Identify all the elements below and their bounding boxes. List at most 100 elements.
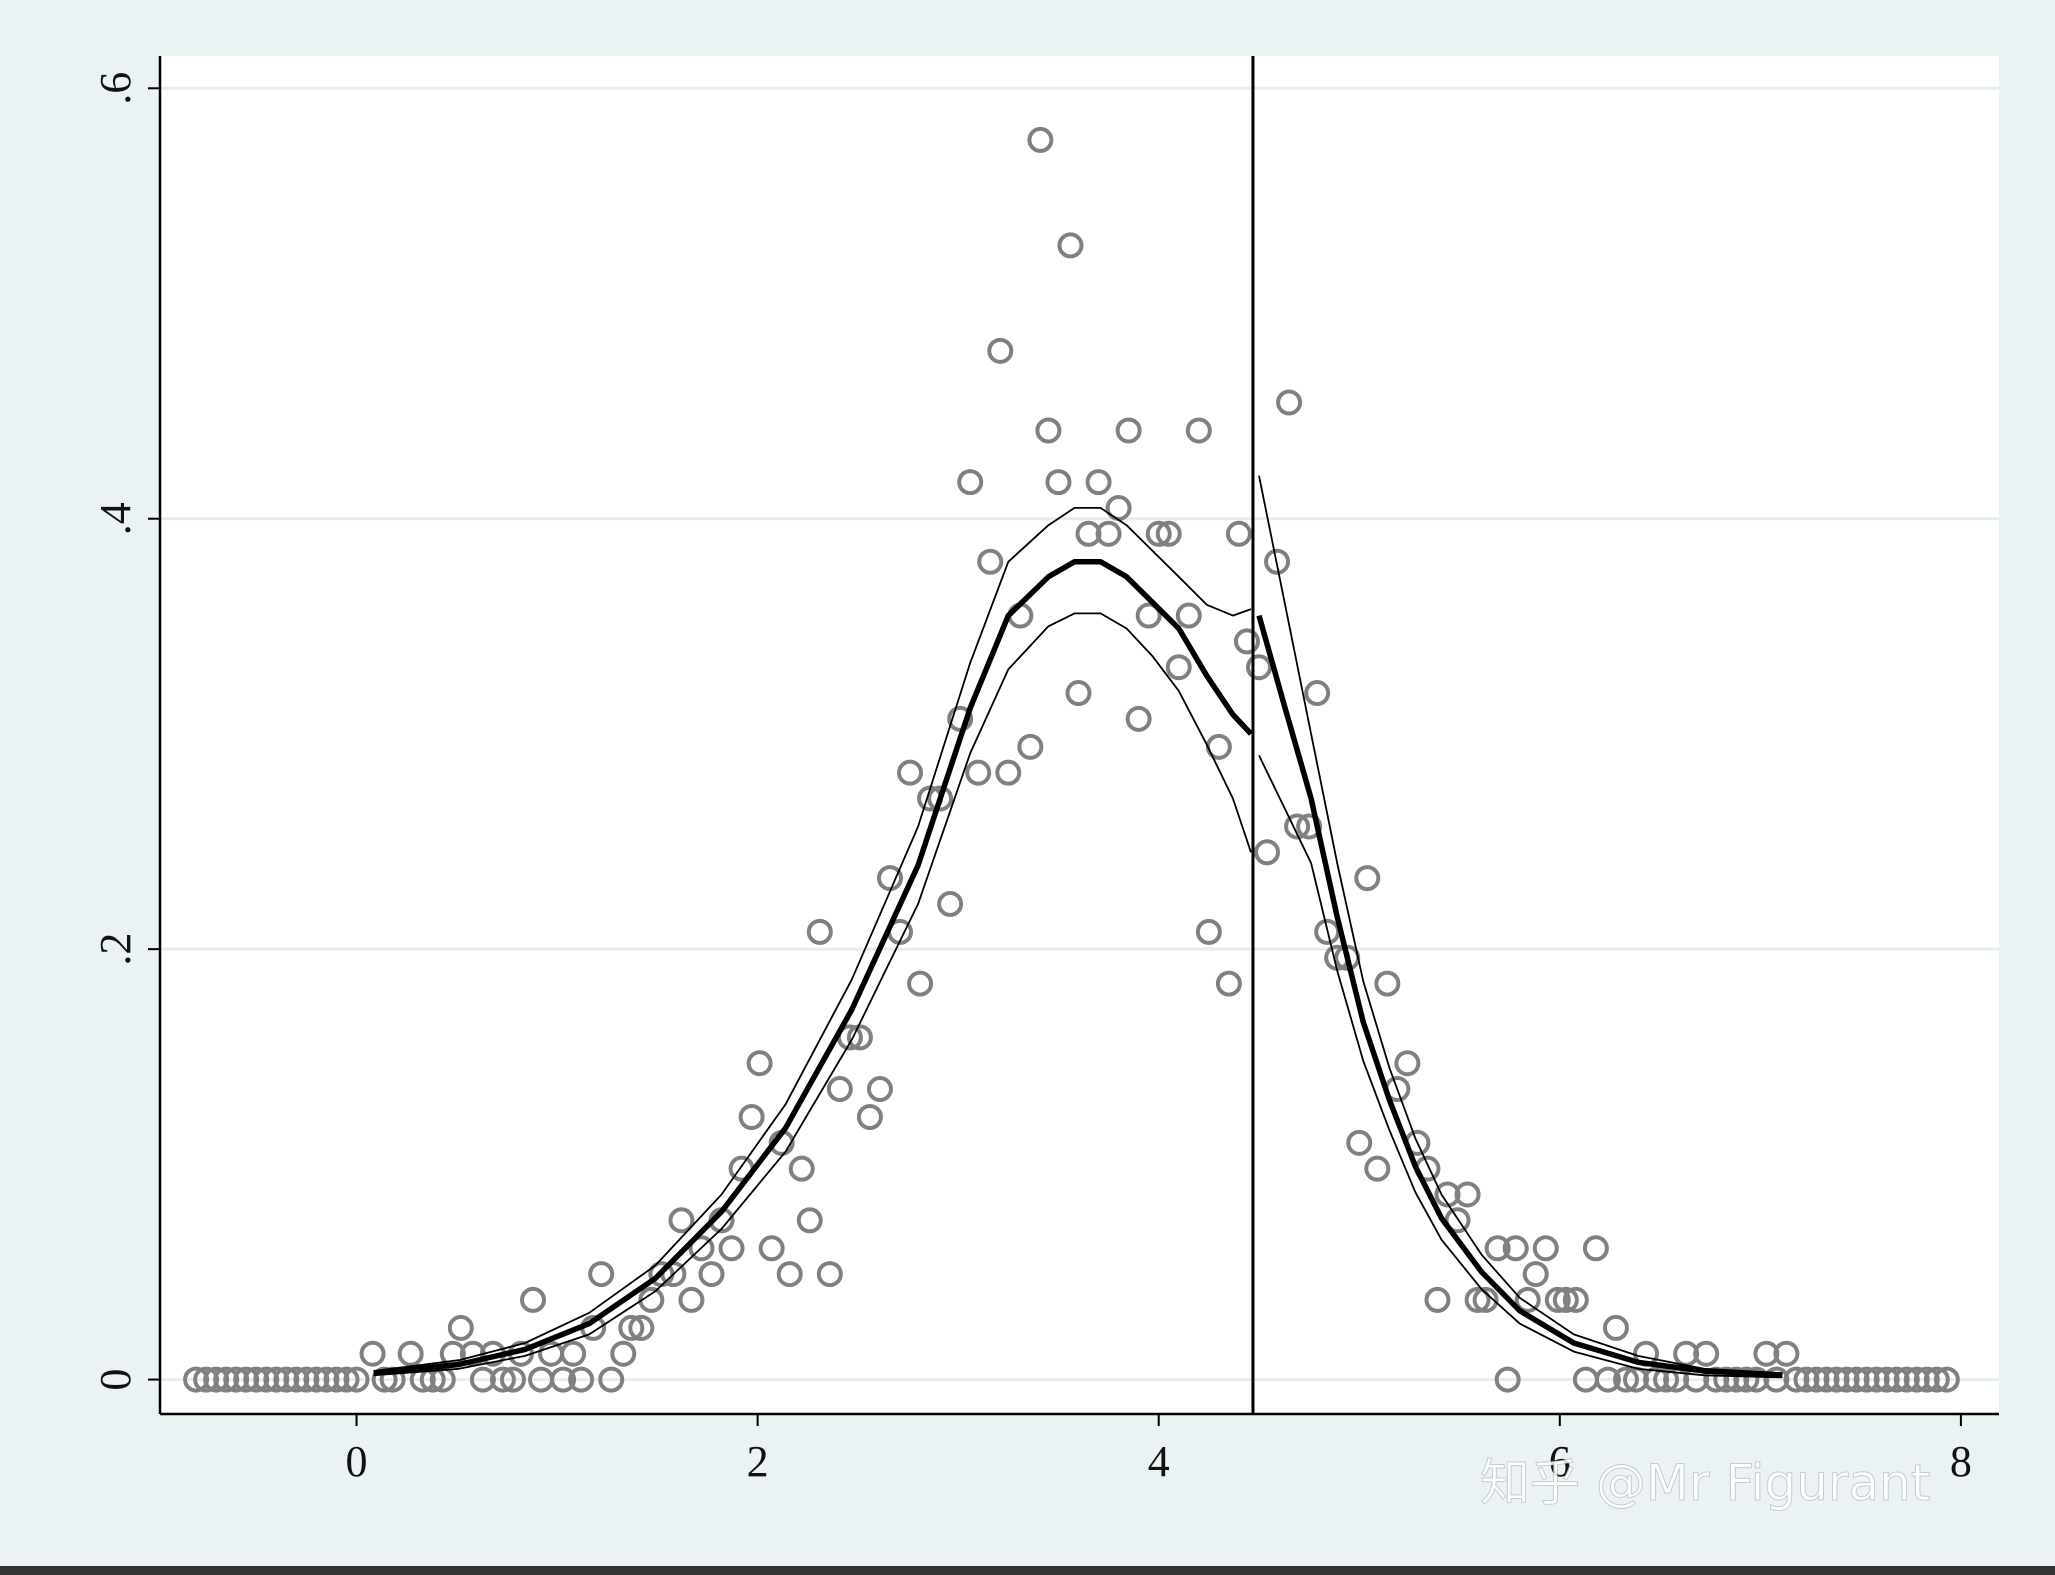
data-point	[1444, 1207, 1471, 1234]
data-point	[1035, 417, 1062, 444]
data-point	[333, 1366, 360, 1393]
data-point	[397, 1340, 424, 1367]
data-point	[1502, 1235, 1529, 1262]
data-point	[1562, 1286, 1589, 1313]
watermark: 知乎 @Mr Figurant	[1480, 1454, 1930, 1512]
data-point	[846, 1024, 873, 1051]
data-point	[1582, 1235, 1609, 1262]
data-point	[489, 1366, 516, 1393]
data-point	[987, 337, 1014, 364]
x-tick-label: 4	[1148, 1437, 1170, 1486]
data-point	[343, 1366, 370, 1393]
x-tick-label: 6	[1549, 1437, 1571, 1486]
x-tick-label: 8	[1950, 1437, 1972, 1486]
x-tick-label: 0	[346, 1437, 368, 1486]
data-point	[1424, 1286, 1451, 1313]
data-point	[610, 1340, 637, 1367]
data-point	[1165, 654, 1192, 681]
data-point	[1233, 628, 1260, 655]
data-point	[698, 1261, 725, 1288]
data-point	[1095, 520, 1122, 547]
data-point	[1135, 602, 1162, 629]
data-point	[1057, 232, 1084, 259]
data-point	[1304, 680, 1331, 707]
data-point	[1145, 520, 1172, 547]
data-point	[1254, 839, 1281, 866]
data-point	[1225, 520, 1252, 547]
data-point	[1346, 1129, 1373, 1156]
data-point	[1933, 1366, 1960, 1393]
data-point	[628, 1314, 655, 1341]
data-point	[1494, 1366, 1521, 1393]
data-point	[520, 1286, 547, 1313]
data-point	[806, 918, 833, 945]
data-point	[598, 1366, 625, 1393]
data-point	[1115, 417, 1142, 444]
data-point	[447, 1314, 474, 1341]
ci-line	[1258, 475, 1783, 1374]
data-point	[776, 1261, 803, 1288]
data-point	[1532, 1235, 1559, 1262]
y-tick-label: 0	[91, 1369, 140, 1391]
plot-area	[160, 56, 1999, 1414]
data-point	[1484, 1235, 1511, 1262]
data-point	[1065, 680, 1092, 707]
data-point	[1552, 1286, 1579, 1313]
data-point	[907, 970, 934, 997]
data-point	[957, 469, 984, 496]
data-point	[359, 1340, 386, 1367]
data-point	[1175, 602, 1202, 629]
data-point	[560, 1340, 587, 1367]
data-point	[866, 1076, 893, 1103]
data-point	[1522, 1261, 1549, 1288]
data-point	[965, 759, 992, 786]
data-point	[1296, 813, 1323, 840]
data-point	[995, 759, 1022, 786]
data-point	[1215, 970, 1242, 997]
data-point	[1464, 1286, 1491, 1313]
data-point	[1284, 813, 1311, 840]
data-point	[1354, 865, 1381, 892]
data-point	[499, 1366, 526, 1393]
data-point	[1027, 126, 1054, 153]
y-tick-label: .2	[91, 933, 140, 966]
data-point	[1276, 389, 1303, 416]
data-point	[788, 1155, 815, 1182]
data-point	[897, 759, 924, 786]
data-point	[816, 1261, 843, 1288]
data-point	[1514, 1286, 1541, 1313]
data-point	[1394, 1050, 1421, 1077]
data-point	[1264, 548, 1291, 575]
data-point	[588, 1261, 615, 1288]
data-point	[1364, 1155, 1391, 1182]
data-point	[568, 1366, 595, 1393]
data-point	[1374, 970, 1401, 997]
fit-line	[373, 559, 1254, 1376]
ci-line	[373, 507, 1252, 1372]
data-point	[1017, 733, 1044, 760]
data-point	[1454, 1181, 1481, 1208]
data-point	[927, 785, 954, 812]
data-point	[1125, 705, 1152, 732]
data-point	[550, 1366, 577, 1393]
data-point	[856, 1104, 883, 1131]
data-point	[1773, 1340, 1800, 1367]
fit-line	[1256, 614, 1783, 1379]
data-point	[1733, 1366, 1760, 1393]
data-point	[1602, 1314, 1629, 1341]
data-point	[1472, 1286, 1499, 1313]
data-point	[1245, 654, 1272, 681]
data-point	[1693, 1340, 1720, 1367]
y-tick-label: .6	[91, 72, 140, 105]
data-point	[1185, 417, 1212, 444]
bottom-bar	[0, 1566, 2055, 1575]
data-point	[796, 1207, 823, 1234]
data-point	[371, 1366, 398, 1393]
data-point	[1544, 1286, 1571, 1313]
data-point	[688, 1235, 715, 1262]
data-point	[746, 1050, 773, 1077]
data-point	[876, 865, 903, 892]
data-point	[678, 1286, 705, 1313]
ci-line	[373, 612, 1252, 1377]
